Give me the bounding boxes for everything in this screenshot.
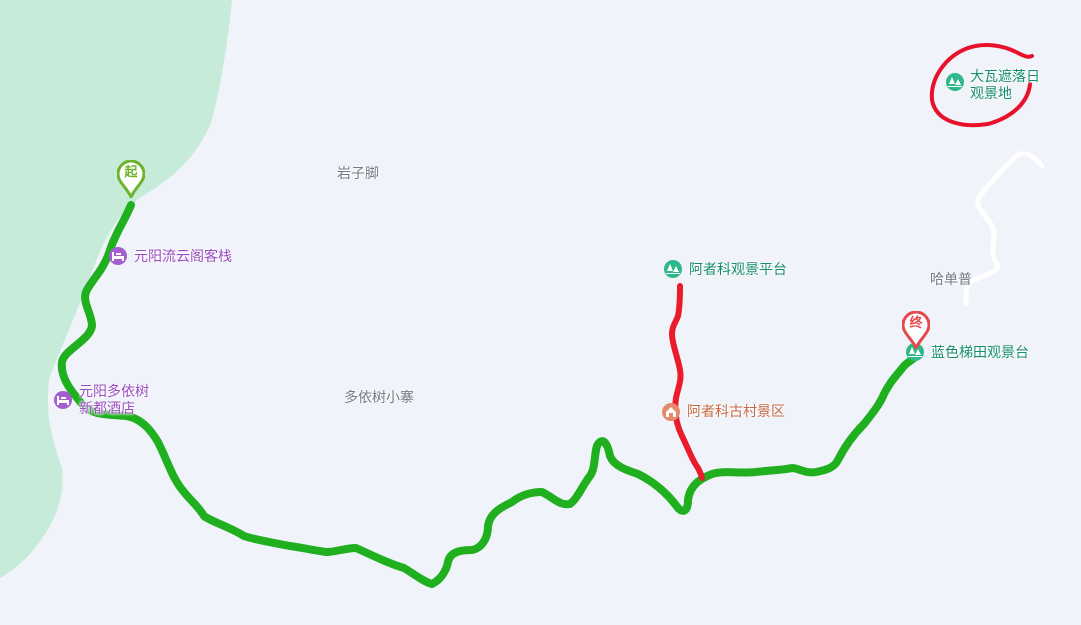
poi-label-duoyishu-hotel[interactable]: 元阳多依树新都酒店 [79,384,149,417]
poi-label-dawazhe[interactable]: 大瓦遮落日观景地 [970,69,1040,102]
end-marker-label: 终 [909,316,923,331]
bed-icon[interactable] [54,391,72,409]
tree-icon[interactable] [946,73,964,91]
detour-route [669,283,705,481]
poi-label-azheke-platform[interactable]: 阿者科观景平台 [689,262,787,278]
tree-icon[interactable] [664,260,682,278]
place-label-yanzijiao: 岩子脚 [337,166,379,182]
road [963,151,1045,307]
place-label-hadanpu: 哈单普 [930,272,972,288]
poi-label-liuyunge[interactable]: 元阳流云阁客栈 [134,249,232,265]
village-icon[interactable] [662,403,680,421]
water-area [0,0,232,578]
main-route [57,201,918,588]
place-label-duoyishu-xiaozhai: 多依树小寨 [344,390,414,406]
start-marker-label: 起 [124,165,138,180]
poi-label-azheke-village[interactable]: 阿者科古村景区 [687,404,785,420]
tree-icon[interactable] [906,343,924,361]
bed-icon[interactable] [109,247,127,265]
poi-label-lanse-titian[interactable]: 蓝色梯田观景台 [931,345,1029,361]
annotation-circle [929,43,1034,128]
